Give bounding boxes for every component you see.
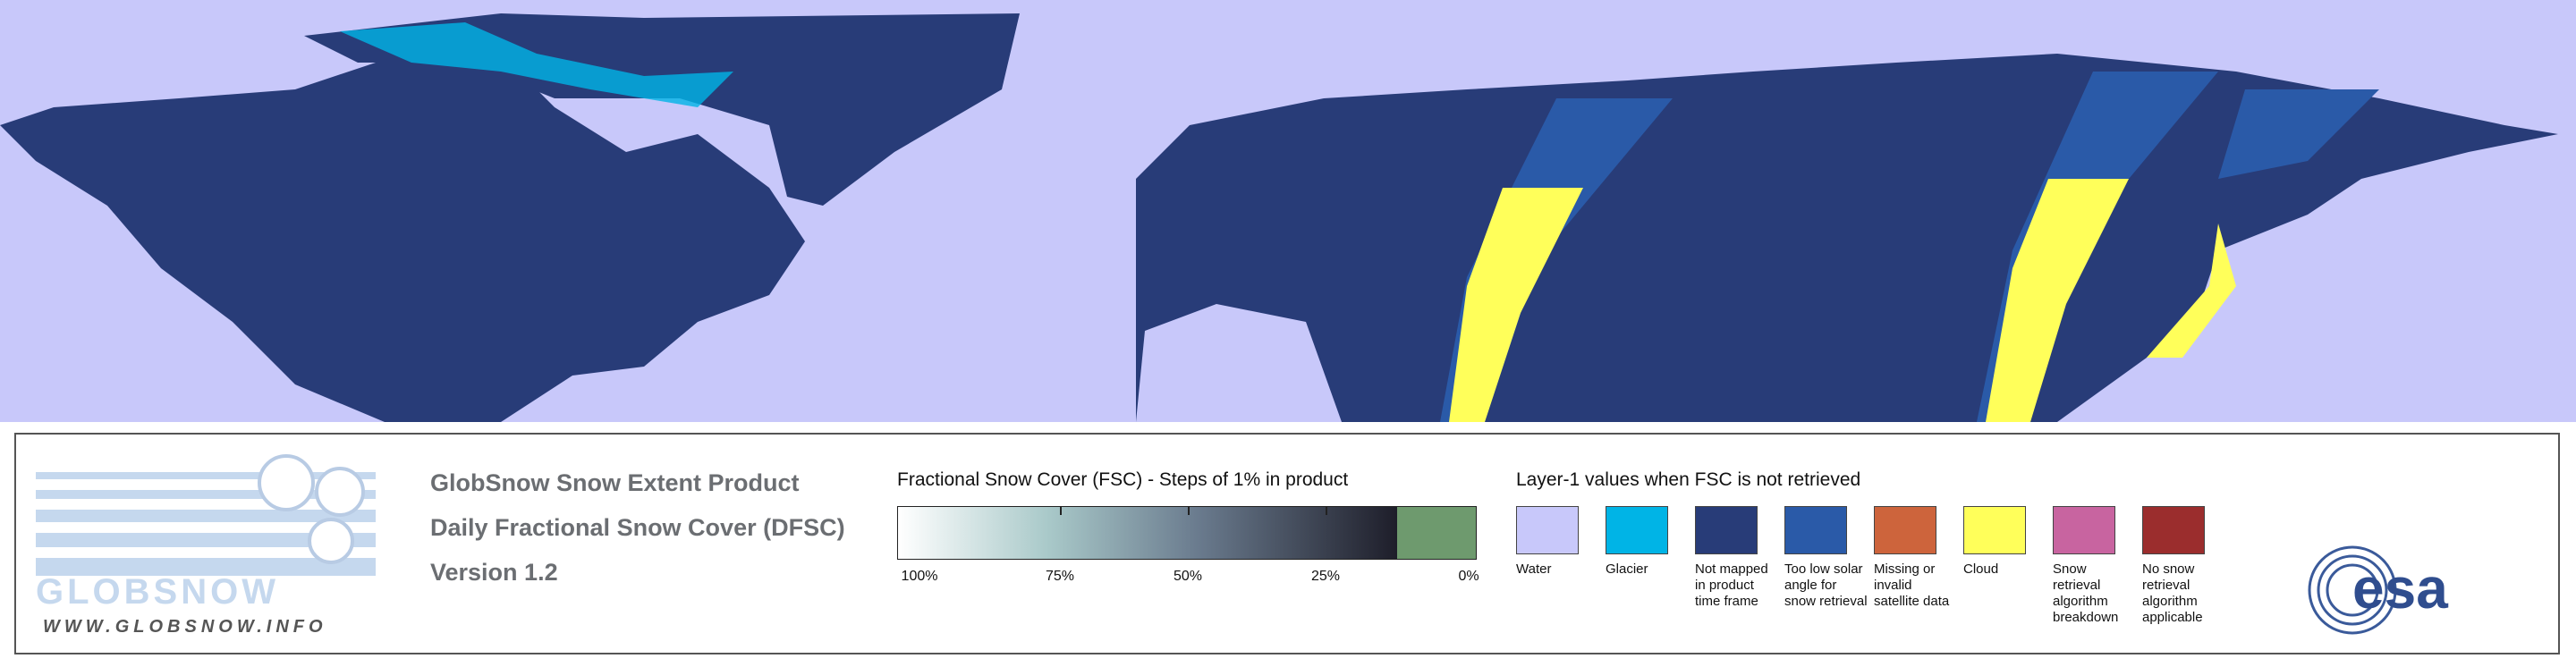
swath-3 [2218,89,2379,179]
legend-item: Cloud [1963,506,2049,578]
fsc-title: Fractional Snow Cover (FSC) - Steps of 1… [897,469,1349,490]
legend-label: Water [1516,561,1552,577]
fsc-tick [1188,506,1190,515]
japan [2147,224,2236,358]
legend-label: Not mapped in product time frame [1695,561,1768,609]
north-america [0,54,805,422]
legend-label: Cloud [1963,561,1999,577]
swath-cloud-2 [1986,179,2129,422]
fsc-tick [1326,506,1327,515]
logo-url: WWW.GLOBSNOW.INFO [43,617,327,637]
fsc-tick-label: 0% [1458,569,1479,584]
agency-name: esa [2352,556,2448,621]
esa-logo: esa [2308,545,2448,635]
fsc-tick-label: 100% [901,569,938,584]
legend-item: Snow retrieval algorithm breakdown [2053,506,2139,626]
globsnow-logo: GLOBSNOW WWW.GLOBSNOW.INFO [36,454,376,637]
legend-item: No snow retrieval algorithm applicable [2142,506,2228,626]
snow-map [0,0,2576,422]
fsc-colorbar [897,506,1477,560]
fsc-tick-label: 50% [1173,569,1203,584]
product-version: Version 1.2 [430,559,558,586]
legend-label: Snow retrieval algorithm breakdown [2053,561,2119,625]
legend-swatch [1874,506,1936,554]
legend-swatch [2053,506,2115,554]
legend-label: Glacier [1606,561,1648,577]
fsc-tick [1060,506,1062,515]
layer1-title: Layer-1 values when FSC is not retrieved [1516,469,1861,490]
legend-item: Not mapped in product time frame [1695,506,1781,610]
legend-item: Water [1516,506,1602,578]
swath-cloud-1 [1449,188,1583,422]
legend-label: Missing or invalid satellite data [1874,561,1950,609]
legend-panel [14,433,2560,654]
legend-swatch [1784,506,1847,554]
legend-swatch [2142,506,2205,554]
legend-item: Missing or invalid satellite data [1874,506,1960,610]
mediterranean [1136,304,1342,422]
legend-label: No snow retrieval algorithm applicable [2142,561,2203,625]
logo-name: GLOBSNOW [36,572,279,612]
legend-item: Too low solar angle for snow retrieval [1784,506,1870,610]
fsc-tick-label: 75% [1045,569,1075,584]
legend-swatch [1606,506,1668,554]
fsc-tick-label: 25% [1310,569,1341,584]
legend-swatch [1963,506,2026,554]
legend-swatch [1516,506,1579,554]
product-subtitle: Daily Fractional Snow Cover (DFSC) [430,514,845,541]
glacier-area [340,22,733,107]
legend-swatch [1695,506,1758,554]
legend-item: Glacier [1606,506,1691,578]
product-title: GlobSnow Snow Extent Product [430,469,800,496]
legend-label: Too low solar angle for snow retrieval [1784,561,1868,609]
